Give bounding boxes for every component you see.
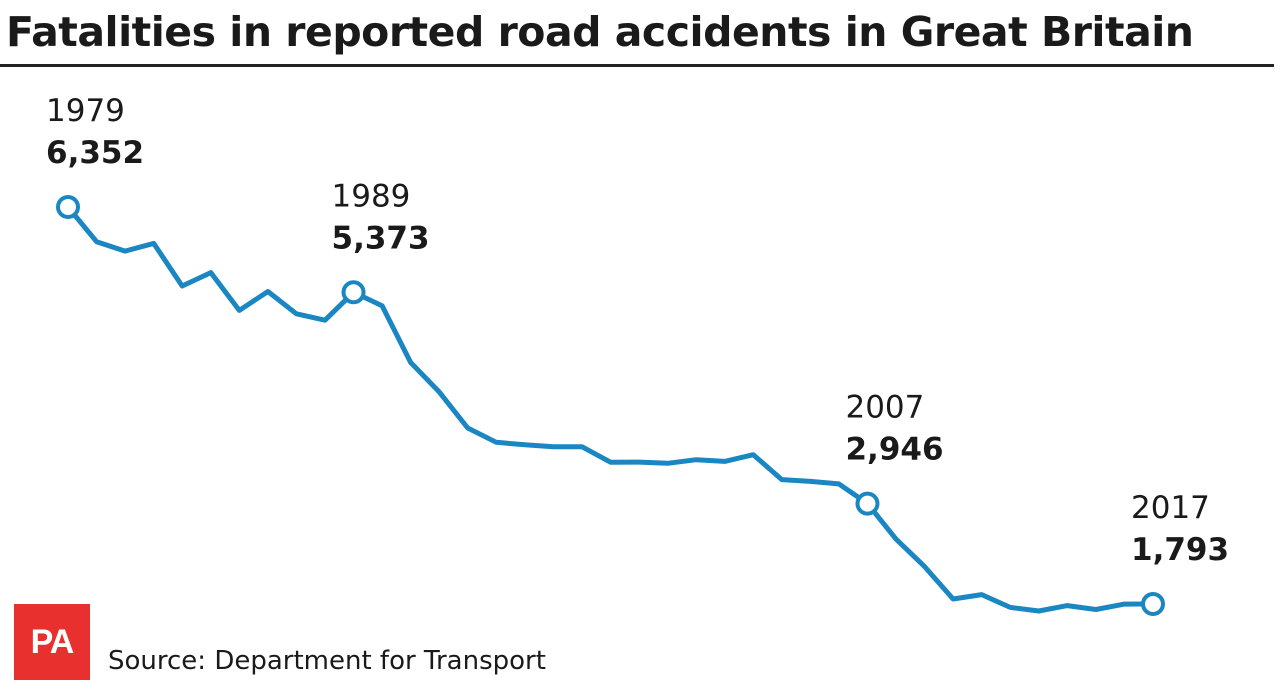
chart-title: Fatalities in reported road accidents in… [6, 8, 1194, 56]
marker-2017 [1141, 592, 1165, 616]
marker-1989 [341, 280, 366, 305]
pa-logo-text: PA [30, 622, 75, 661]
annotation-value: 1,793 [1131, 532, 1229, 568]
annotation-year: 1989 [332, 178, 411, 214]
series-line [66, 205, 1154, 614]
title-rule [0, 64, 1274, 67]
source-note: Source: Department for Transport [108, 646, 546, 676]
pa-logo: PA [14, 604, 90, 680]
annotation-year: 2017 [1131, 490, 1210, 526]
annotation-value: 2,946 [845, 432, 943, 468]
marker-1979 [56, 195, 80, 219]
annotation-value: 6,352 [46, 135, 144, 171]
marker-2007 [855, 491, 880, 516]
annotation-value: 5,373 [332, 220, 430, 256]
annotation-year: 2007 [845, 390, 924, 426]
annotation-year: 1979 [46, 93, 125, 129]
